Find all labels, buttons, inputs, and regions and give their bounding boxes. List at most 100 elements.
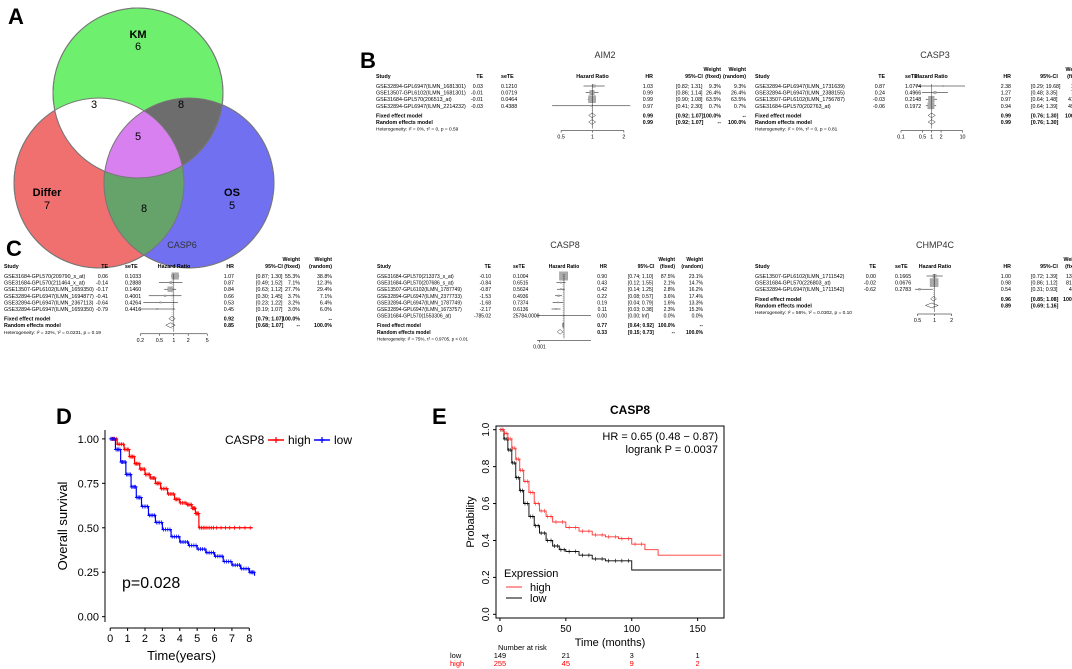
study-sete: 0.1972 — [905, 104, 921, 110]
censor-mark-low — [145, 504, 150, 509]
y-axis-label: Overall survival — [55, 481, 70, 570]
censor-mark-high — [573, 525, 578, 530]
censor-mark-high — [520, 468, 525, 473]
col-header-hr: HR — [600, 264, 608, 270]
censor-mark-high — [606, 534, 611, 539]
random-effects-hr: 0.89 — [1001, 303, 1011, 309]
random-effects-weight-fixed: -- — [296, 323, 300, 329]
x-axis-label: Time (months) — [575, 637, 646, 649]
col-header-weight-random: Weight — [314, 257, 332, 263]
study-weight-fixed: 1.6% — [1071, 84, 1072, 90]
x-tick-label: 0 — [107, 633, 113, 645]
study-te: -0.10 — [480, 274, 492, 280]
censor-mark-high — [189, 502, 194, 507]
col-header-ci: 95%-CI — [1040, 74, 1058, 80]
study-ci: [0.64; 1.39] — [1031, 104, 1058, 110]
study-weight-square — [164, 294, 167, 297]
censor-mark-high — [580, 529, 585, 534]
venn-label-differ: Differ — [33, 187, 62, 199]
censor-mark-high — [164, 486, 169, 491]
censor-mark-high — [171, 492, 176, 496]
study-ci: [0.72; 1.39] — [1031, 274, 1058, 280]
censor-mark-high — [530, 490, 535, 495]
study-name: GSE31684-GPL570(1553306_at) — [377, 314, 452, 320]
study-weight-random: 7.1% — [320, 294, 332, 300]
col-header-weight-fixed: Weight — [282, 257, 300, 263]
censor-mark-high — [500, 427, 505, 432]
censor-mark-high — [227, 525, 232, 530]
y-tick-label: 1.0 — [481, 422, 492, 436]
fixed-effect-hr: 0.92 — [224, 317, 234, 323]
col-header-study: Study — [755, 74, 770, 80]
study-name: GSE32894-GPL6947(ILMN_1694877) — [4, 294, 94, 300]
forest-tick-label: 0.5 — [914, 318, 921, 324]
study-hr: 0.97 — [643, 104, 653, 110]
study-weight-fixed: 3.6% — [664, 294, 676, 300]
legend-label-low: low — [530, 593, 547, 605]
study-sete: 0.0719 — [501, 91, 517, 97]
censor-mark-high — [214, 525, 219, 530]
km-plot-e: CASP8 0.0 0.2 0.4 0.6 0.8 1.0 0 50 100 150 Time (mo… — [450, 403, 725, 668]
col-header-hr: HR — [1003, 264, 1011, 270]
censor-mark-high — [237, 525, 242, 530]
study-te: -0.41 — [96, 294, 108, 300]
study-name: GSE32894-GPL6947(ILMN_1731639) — [755, 84, 845, 90]
study-sete: 0.0676 — [895, 281, 911, 287]
study-ci: [0.74; 1.10] — [628, 274, 654, 280]
fixed-effect-hr: 0.77 — [597, 323, 607, 329]
col-header-ci: 95%-CI — [638, 264, 655, 270]
censor-mark-low — [152, 513, 157, 518]
heterogeneity-text: Heterogeneity: I² = 75%, τ² = 0.9705, p … — [377, 336, 468, 341]
venn-count-km-os: 8 — [178, 99, 184, 111]
forest-tick-label: 2 — [940, 135, 943, 141]
censor-mark-low — [593, 556, 598, 561]
study-ci: [0.19; 1.07] — [256, 307, 283, 313]
study-hr: 0.22 — [597, 294, 607, 300]
col-header-sete: seTE — [513, 264, 526, 270]
study-weight-fixed: 63.5% — [706, 97, 721, 103]
study-weight-square — [159, 301, 162, 304]
study-hr: 0.66 — [224, 294, 234, 300]
random-effects-ci: [0.92; 1.07] — [676, 120, 704, 126]
y-tick-label: 0.50 — [78, 523, 99, 535]
forest-title: CHMP4C — [916, 240, 955, 250]
study-weight-fixed: 3.2% — [288, 300, 300, 306]
censor-mark-low — [112, 436, 117, 441]
study-weight-random: 0.0% — [692, 314, 704, 320]
forest-tick-label: 1 — [591, 135, 594, 141]
censor-mark-high — [219, 525, 224, 530]
col-header-hazard-ratio: Hazard Ratio — [549, 264, 580, 270]
study-te: -0.03 — [471, 104, 483, 110]
censor-mark-low — [228, 559, 233, 564]
study-weight-square — [557, 301, 559, 304]
study-ci: [0.23; 1.22] — [256, 300, 283, 306]
study-name: GSE31684-GPL570(207686_s_at) — [377, 281, 454, 287]
study-te: -0.03 — [873, 97, 885, 103]
risk-count-high: 45 — [562, 659, 570, 668]
forest-tick-label: 0.1 — [897, 135, 904, 141]
censor-mark-low — [573, 549, 578, 554]
col-header-weight-fixed-sub: (fixed) — [1067, 74, 1072, 80]
logrank-annotation: logrank P = 0.0037 — [626, 444, 718, 456]
random-effects-weight-fixed: -- — [717, 120, 721, 126]
study-weight-fixed: 27.7% — [285, 287, 300, 293]
study-weight-fixed: 3.0% — [288, 307, 300, 313]
study-te: -0.64 — [96, 300, 108, 306]
study-weight-random: 6.0% — [320, 307, 332, 313]
fixed-effect-label: Fixed effect model — [376, 113, 423, 119]
study-weight-random: 0.7% — [734, 104, 746, 110]
censor-mark-low — [613, 558, 618, 563]
study-hr: 0.45 — [224, 307, 234, 313]
col-header-hazard-ratio: Hazard Ratio — [158, 264, 191, 270]
censor-mark-low — [117, 447, 122, 452]
x-tick-label: 4 — [177, 633, 183, 645]
study-ci: [0.08; 0.57] — [628, 294, 654, 300]
y-tick-label: 0.25 — [78, 567, 99, 579]
risk-row-label-low: low — [450, 651, 462, 660]
fixed-effect-weight-fixed: 100.0% — [282, 317, 300, 323]
random-effects-ci: [0.15; 0.73] — [628, 330, 654, 336]
censor-mark-high — [626, 536, 631, 541]
censor-mark-high — [196, 511, 201, 516]
censor-mark-low — [555, 544, 560, 548]
censor-mark-low — [580, 553, 585, 558]
